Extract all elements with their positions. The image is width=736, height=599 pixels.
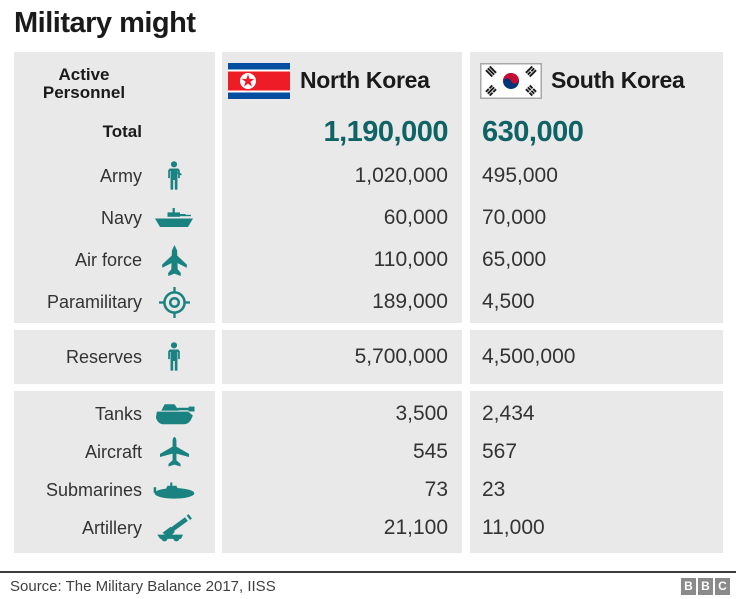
sk-value-army: 495,000 <box>482 164 558 187</box>
north-korea-row-paramilitary: 189,000 <box>222 281 462 323</box>
page-title: Military might <box>14 7 196 39</box>
south-korea-row-total: 630,000 <box>470 109 723 155</box>
nk-value-reserves: 5,700,000 <box>354 345 448 368</box>
south-korea-row-air-force: 65,000 <box>470 239 723 281</box>
north-korea-label: North Korea <box>300 67 430 93</box>
sk-value-aircraft: 567 <box>482 440 518 463</box>
artillery-icon <box>142 514 206 542</box>
row-label-air-force: Air force <box>74 249 142 270</box>
nk-value-aircraft: 545 <box>412 440 448 463</box>
table-row-label-paramilitary: Paramilitary <box>14 281 215 323</box>
south-korea-row-paramilitary: 4,500 <box>470 281 723 323</box>
soldier-icon <box>142 160 206 193</box>
target-icon <box>142 286 206 318</box>
tank-icon <box>142 403 206 426</box>
south-korea-row-aircraft: 567 <box>470 433 723 471</box>
table-row-label-aircraft: Aircraft <box>14 433 215 471</box>
sk-value-navy: 70,000 <box>482 206 547 229</box>
bbc-logo-block: B <box>681 577 696 595</box>
table-row-label-total: Total <box>14 109 215 155</box>
row-label-army: Army <box>100 165 142 186</box>
row-label-submarines: Submarines <box>45 479 142 500</box>
sk-value-total: 630,000 <box>482 115 584 148</box>
north-korea-flag-icon <box>228 62 290 99</box>
nk-value-navy: 60,000 <box>383 206 448 229</box>
north-korea-row-artillery: 21,100 <box>222 509 462 547</box>
person-icon <box>142 341 206 374</box>
sk-value-artillery: 11,000 <box>482 516 545 539</box>
table-row-label-air-force: Air force <box>14 239 215 281</box>
north-korea-row-submarines: 73 <box>222 471 462 509</box>
north-korea-row-reserves: 5,700,000 <box>222 330 462 384</box>
table-row-label-submarines: Submarines <box>14 471 215 509</box>
row-label-navy: Navy <box>100 207 142 228</box>
south-korea-row-army: 495,000 <box>470 155 723 197</box>
nk-value-artillery: 21,100 <box>383 516 448 539</box>
ship-icon <box>142 207 206 229</box>
footer: Source: The Military Balance 2017, IISS … <box>0 571 736 599</box>
nk-value-air-force: 110,000 <box>373 248 448 271</box>
table-row-label-army: Army <box>14 155 215 197</box>
north-korea-row-navy: 60,000 <box>222 197 462 239</box>
north-korea-row-army: 1,020,000 <box>222 155 462 197</box>
bbc-logo-block: C <box>715 577 730 595</box>
north-korea-column: 3,500 545 73 21,100 <box>222 391 462 553</box>
south-korea-row-navy: 70,000 <box>470 197 723 239</box>
active-personnel-line1: Active <box>58 64 110 84</box>
north-korea-row-aircraft: 545 <box>222 433 462 471</box>
south-korea-row-artillery: 11,000 <box>470 509 723 547</box>
band-reserves: Reserves 5,700,000 4,500,000 <box>14 330 736 384</box>
table-row-label-tanks: Tanks <box>14 395 215 433</box>
military-table: Active Personnel Total Army Navy Air force P… <box>14 52 736 553</box>
nk-value-paramilitary: 189,000 <box>372 290 448 313</box>
south-korea-row-tanks: 2,434 <box>470 395 723 433</box>
sk-value-air-force: 65,000 <box>482 248 547 271</box>
airplane-icon <box>142 437 206 467</box>
south-korea-header: South Korea <box>470 52 723 109</box>
south-korea-column: South Korea 630,000 495,000 70,000 65,000 4,… <box>470 52 723 323</box>
table-row-label-reserves: Reserves <box>14 330 215 384</box>
active-personnel-line2: Personnel <box>42 82 126 102</box>
band-equipment: Tanks Aircraft Submarines Artillery 3,500 54… <box>14 391 736 553</box>
sk-value-reserves: 4,500,000 <box>482 345 576 368</box>
sk-value-submarines: 23 <box>482 478 506 501</box>
row-label-artillery: Artillery <box>81 517 142 538</box>
bbc-logo: B B C <box>681 577 730 595</box>
south-korea-row-reserves: 4,500,000 <box>470 330 723 384</box>
source-text: Source: The Military Balance 2017, IISS <box>10 577 276 595</box>
row-label-aircraft: Aircraft <box>84 441 142 462</box>
north-korea-row-total: 1,190,000 <box>222 109 462 155</box>
table-row-label-artillery: Artillery <box>14 509 215 547</box>
nk-value-army: 1,020,000 <box>354 164 448 187</box>
south-korea-flag-icon <box>480 62 542 99</box>
submarine-icon <box>142 481 206 499</box>
label-column: Reserves <box>14 330 215 384</box>
label-column: Active Personnel Total Army Navy Air force P… <box>14 52 215 323</box>
south-korea-column: 4,500,000 <box>470 330 723 384</box>
north-korea-header: North Korea <box>222 52 462 109</box>
sk-value-paramilitary: 4,500 <box>482 290 535 313</box>
nk-value-submarines: 73 <box>424 478 448 501</box>
active-personnel-header: Active Personnel <box>14 52 154 109</box>
north-korea-column: North Korea 1,190,000 1,020,000 60,000 110,… <box>222 52 462 323</box>
nk-value-tanks: 3,500 <box>395 402 448 425</box>
north-korea-row-air-force: 110,000 <box>222 239 462 281</box>
sk-value-tanks: 2,434 <box>482 402 535 425</box>
bbc-logo-block: B <box>698 577 713 595</box>
row-label-reserves: Reserves <box>65 346 142 367</box>
table-row-label-navy: Navy <box>14 197 215 239</box>
south-korea-row-submarines: 23 <box>470 471 723 509</box>
south-korea-label: South Korea <box>551 67 685 93</box>
south-korea-column: 2,434 567 23 11,000 <box>470 391 723 553</box>
north-korea-column: 5,700,000 <box>222 330 462 384</box>
row-label-tanks: Tanks <box>94 403 142 424</box>
fighter-jet-icon <box>142 244 206 276</box>
label-column: Tanks Aircraft Submarines Artillery <box>14 391 215 553</box>
band-active-personnel: Active Personnel Total Army Navy Air force P… <box>14 52 736 323</box>
nk-value-total: 1,190,000 <box>323 115 448 148</box>
row-label-paramilitary: Paramilitary <box>46 291 142 312</box>
north-korea-row-tanks: 3,500 <box>222 395 462 433</box>
row-label-total: Total <box>102 122 142 141</box>
